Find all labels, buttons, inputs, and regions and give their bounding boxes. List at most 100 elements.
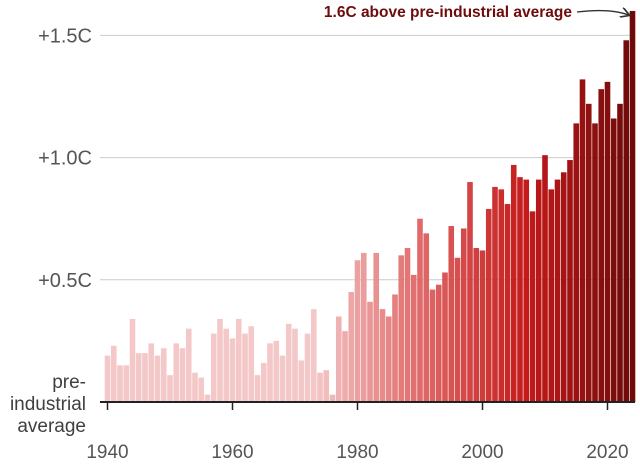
bar-1977 xyxy=(335,316,342,402)
bar-2008 xyxy=(529,211,536,402)
bar-1970 xyxy=(292,328,298,402)
bar-1942 xyxy=(117,365,123,402)
bar-2015 xyxy=(573,123,580,402)
peak-annotation: 1.6C above pre-industrial average xyxy=(324,4,629,21)
x-tick-label: 1980 xyxy=(336,442,378,463)
bar-1947 xyxy=(148,343,155,402)
bar-1969 xyxy=(285,323,292,402)
bar-1984 xyxy=(379,309,386,402)
bar-1955 xyxy=(198,377,205,402)
bar-1992 xyxy=(429,289,436,402)
bar-1993 xyxy=(435,284,442,402)
bar-1944 xyxy=(129,318,136,402)
annotation-label: 1.6C above pre-industrial average xyxy=(324,4,572,21)
bar-1991 xyxy=(423,233,430,402)
bar-1949 xyxy=(160,348,167,402)
bar-1986 xyxy=(392,294,398,402)
bar-1995 xyxy=(448,226,455,402)
bar-1985 xyxy=(385,316,392,402)
bar-2016 xyxy=(579,79,586,402)
bar-2017 xyxy=(585,103,592,402)
bar-1989 xyxy=(410,274,417,402)
bar-1953 xyxy=(185,328,192,402)
bar-1962 xyxy=(242,333,248,402)
bar-1987 xyxy=(398,255,405,402)
bar-1979 xyxy=(348,292,355,402)
bar-1974 xyxy=(317,372,323,402)
bar-1966 xyxy=(267,343,273,402)
bar-1957 xyxy=(210,333,217,402)
bar-1963 xyxy=(248,326,255,402)
bar-1940 xyxy=(104,355,111,402)
bar-1999 xyxy=(473,248,480,402)
bar-2018 xyxy=(592,123,598,402)
bar-2022 xyxy=(617,103,623,402)
bar-1952 xyxy=(179,348,186,402)
bar-2011 xyxy=(548,189,555,402)
bar-1945 xyxy=(135,353,142,402)
bar-2021 xyxy=(610,118,617,402)
x-tick-label: 1940 xyxy=(86,442,128,463)
bar-1956 xyxy=(204,394,211,402)
bar-1951 xyxy=(173,343,180,402)
bar-1968 xyxy=(279,355,286,402)
bar-1980 xyxy=(354,260,361,402)
x-axis-ticks: 1940 1960 1980 2000 2020 xyxy=(86,402,629,463)
x-tick-label: 2000 xyxy=(461,442,503,463)
bar-2013 xyxy=(560,172,567,402)
bar-1976 xyxy=(329,394,336,402)
bar-1954 xyxy=(192,372,198,402)
bar-1943 xyxy=(123,365,130,402)
bar-2010 xyxy=(542,155,548,402)
y-axis-ticks: +0.5C +1.0C +1.5C xyxy=(38,25,92,291)
bar-2001 xyxy=(485,208,492,402)
bar-2003 xyxy=(498,189,505,402)
baseline-label-line: pre- xyxy=(52,372,86,393)
bar-2006 xyxy=(517,177,523,402)
bar-2009 xyxy=(535,179,542,402)
annotation-arrow xyxy=(576,11,629,15)
bar-2002 xyxy=(492,186,498,402)
bar-1965 xyxy=(260,362,267,402)
bar-1941 xyxy=(110,345,117,402)
x-tick-label: 1960 xyxy=(211,442,253,463)
bar-1960 xyxy=(229,338,236,402)
bar-1959 xyxy=(223,328,230,402)
bar-1975 xyxy=(323,370,330,402)
bar-2020 xyxy=(604,81,611,402)
bar-2004 xyxy=(504,204,511,402)
bar-1994 xyxy=(442,272,448,402)
bar-1973 xyxy=(310,309,317,402)
bar-1967 xyxy=(273,340,280,402)
bar-1990 xyxy=(417,218,423,402)
bar-1950 xyxy=(167,375,173,402)
y-tick-label: +1.5C xyxy=(38,25,92,47)
bar-1971 xyxy=(298,360,305,402)
bar-1972 xyxy=(304,333,311,402)
bar-1961 xyxy=(235,318,242,402)
bar-1964 xyxy=(254,375,261,402)
bar-1946 xyxy=(142,353,148,402)
bar-1983 xyxy=(373,252,380,402)
baseline-label-line: average xyxy=(17,416,86,437)
bars xyxy=(104,10,636,403)
bar-1948 xyxy=(154,355,161,402)
bar-1981 xyxy=(360,252,367,402)
bar-1958 xyxy=(217,318,223,402)
bar-1996 xyxy=(454,257,461,402)
bar-2023 xyxy=(623,40,630,403)
bar-1982 xyxy=(367,301,373,402)
y-tick-label: +1.0C xyxy=(38,148,92,170)
bar-2019 xyxy=(598,89,605,402)
bar-2007 xyxy=(523,179,530,402)
bar-1988 xyxy=(404,248,411,402)
bar-1997 xyxy=(460,228,467,402)
bar-2012 xyxy=(554,179,561,402)
bar-2005 xyxy=(510,164,517,402)
x-tick-label: 2020 xyxy=(586,442,628,463)
bar-1998 xyxy=(467,182,473,402)
bar-2000 xyxy=(479,250,486,402)
bar-2024 xyxy=(629,10,636,403)
